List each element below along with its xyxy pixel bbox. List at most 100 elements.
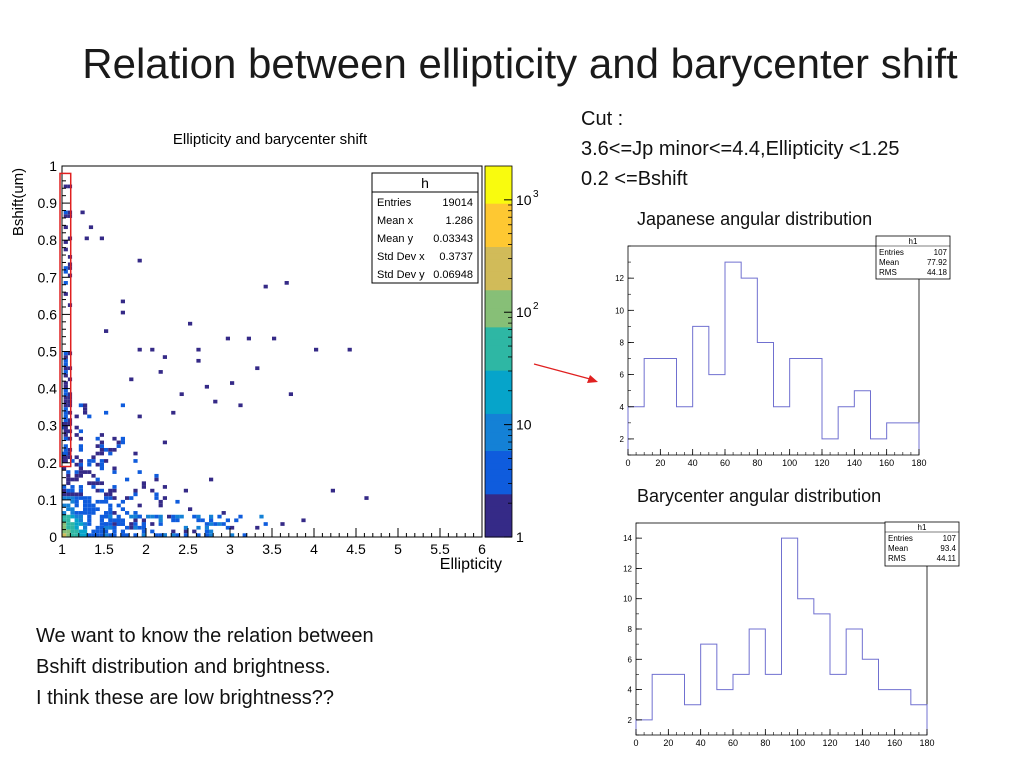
heatmap-cell	[74, 492, 79, 497]
heatmap-cell	[125, 533, 130, 537]
heatmap-cell	[133, 492, 138, 497]
x-tick-label: 180	[911, 458, 926, 468]
heatmap-cell	[225, 525, 230, 530]
histogram-bin	[765, 674, 781, 735]
heatmap-cell	[204, 529, 209, 534]
colorbar-segment	[485, 203, 512, 210]
heatmap-cell	[83, 507, 88, 512]
stats-label: Mean x	[377, 215, 414, 227]
colorbar-segment	[485, 351, 512, 359]
heatmap-cell	[99, 533, 104, 537]
colorbar-segment	[485, 475, 512, 482]
heatmap-cell	[196, 358, 201, 363]
histogram-bin	[693, 326, 709, 455]
heatmap-cell	[301, 518, 306, 523]
heatmap-cell	[234, 518, 239, 523]
heatmap-cell	[87, 499, 92, 504]
heatmap-cell	[104, 514, 109, 519]
stats-box: h1 Entries 107 Mean 93.4 RMS 44.11	[884, 521, 960, 567]
heatmap-cell	[104, 522, 109, 526]
heatmap-cell	[66, 470, 71, 474]
heatmap-cell	[95, 462, 100, 467]
x-tick-label: 180	[919, 738, 934, 748]
heatmap-cell	[63, 351, 68, 356]
heatmap-cell	[108, 507, 113, 512]
heatmap-cell	[70, 533, 75, 537]
arrow	[533, 363, 598, 383]
heatmap-cell	[120, 436, 125, 441]
heatmap-cell	[125, 525, 130, 530]
heatmap-cell	[154, 514, 159, 519]
stats-label: Entries	[377, 197, 412, 209]
y-tick-label: 0	[49, 529, 57, 545]
heatmap-cell	[78, 511, 83, 515]
heatmap-cell	[112, 529, 117, 534]
heatmap-cell	[133, 525, 138, 530]
heatmap-cell	[63, 388, 68, 393]
heatmap-cell	[133, 451, 138, 456]
heatmap-cell	[112, 488, 117, 493]
heatmap-cell	[158, 370, 163, 374]
heatmap-cell	[175, 514, 180, 519]
colorbar-segment	[485, 264, 512, 272]
heatmap-cell	[63, 247, 68, 252]
y-tick-label: 4	[628, 686, 633, 695]
heatmap-cell	[87, 511, 92, 515]
x-tick-label: 100	[790, 738, 805, 748]
heatmap-cell	[63, 392, 68, 397]
heatmap-cell	[171, 514, 176, 519]
heatmap-cell	[74, 503, 79, 508]
x-tick-label: 40	[688, 458, 698, 468]
heatmap-cell	[209, 514, 214, 519]
heatmap-cell	[74, 529, 79, 534]
heatmap-cell	[108, 525, 113, 530]
heatmap-cell	[209, 533, 214, 537]
heatmap-cell	[74, 425, 79, 430]
stats-value: 0.03343	[433, 233, 473, 245]
y-tick-label: 0.2	[38, 455, 58, 471]
heatmap-cell	[95, 507, 100, 512]
heatmap-cell	[120, 403, 125, 408]
heatmap-cell	[63, 366, 68, 371]
heatmap-cell	[104, 329, 109, 333]
histogram-bin	[879, 690, 895, 735]
heatmap-cell	[225, 518, 230, 523]
heatmap-cell	[108, 451, 113, 456]
heatmap-cell	[78, 429, 83, 434]
barycenter-distribution-label: Barycenter angular distribution	[637, 486, 882, 506]
heatmap-cell	[108, 447, 113, 452]
heatmap-cell	[70, 529, 75, 534]
colorbar-segment	[485, 499, 512, 507]
heatmap-cell	[99, 451, 104, 456]
colorbar-segment	[485, 215, 512, 223]
heatmap-cell	[83, 533, 88, 537]
x-tick-label: 100	[782, 458, 797, 468]
y-tick-label: 0.5	[38, 344, 58, 360]
y-tick-label: 8	[620, 338, 625, 347]
x-tick-label: 120	[814, 458, 829, 468]
colorbar-segment	[485, 246, 512, 254]
heatmap-cell	[70, 488, 75, 493]
heatmap-cell	[95, 444, 100, 448]
heatmap-cell	[62, 518, 67, 523]
heatmap-cell	[99, 236, 104, 241]
note-line: Bshift distribution and brightness.	[36, 656, 331, 678]
heatmap-cell	[66, 507, 71, 512]
heatmap-cell	[108, 488, 113, 493]
heatmap-cell	[62, 522, 67, 526]
heatmap-cell	[78, 492, 83, 497]
heatmap-cell	[183, 525, 188, 530]
heatmap-cell	[95, 451, 100, 456]
heatmap-cell	[87, 462, 92, 467]
colorbar-segment	[485, 394, 512, 402]
heatmap-cell	[120, 440, 125, 445]
stats-title: h1	[918, 523, 927, 532]
heatmap-cell	[204, 533, 209, 537]
heatmap-cell	[263, 284, 268, 289]
heatmap-cell	[330, 488, 335, 493]
heatmap-cell	[196, 514, 201, 519]
heatmap-cell	[167, 514, 172, 519]
x-tick-label: 3	[226, 541, 234, 557]
heatmap-cell	[91, 511, 96, 515]
x-tick-label: 0	[633, 738, 638, 748]
